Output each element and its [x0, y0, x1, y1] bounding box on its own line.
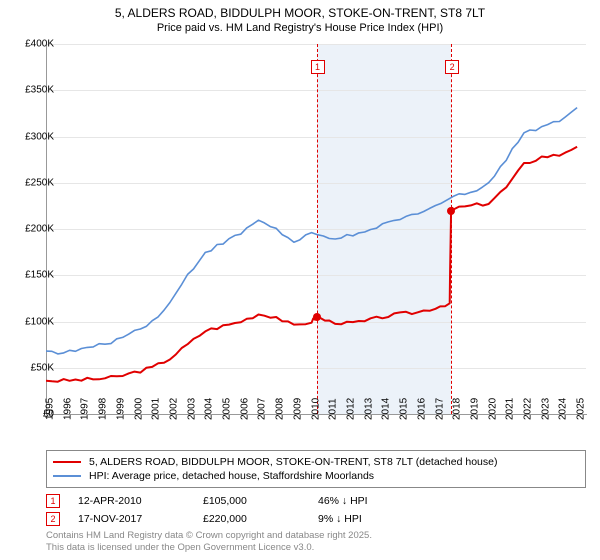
legend-row-property: 5, ALDERS ROAD, BIDDULPH MOOR, STOKE-ON-… [53, 455, 579, 469]
x-axis-label: 1998 [98, 398, 109, 420]
transaction-delta: 46% ↓ HPI [318, 495, 458, 507]
transaction-price: £105,000 [203, 495, 318, 507]
transaction-delta: 9% ↓ HPI [318, 513, 458, 525]
legend-swatch-hpi [53, 475, 81, 477]
footer-line1: Contains HM Land Registry data © Crown c… [46, 530, 372, 542]
x-axis-label: 2009 [292, 398, 303, 420]
x-axis-label: 2025 [576, 398, 587, 420]
x-axis-label: 1995 [45, 398, 56, 420]
x-axis-label: 2021 [505, 398, 516, 420]
line-plot [46, 44, 586, 414]
x-axis-label: 2005 [222, 398, 233, 420]
footer-line2: This data is licensed under the Open Gov… [46, 542, 372, 554]
x-axis-label: 2010 [310, 398, 321, 420]
legend-row-hpi: HPI: Average price, detached house, Staf… [53, 469, 579, 483]
x-axis-label: 2020 [487, 398, 498, 420]
x-axis-label: 2023 [540, 398, 551, 420]
x-axis-label: 2011 [328, 398, 339, 420]
x-axis-label: 2016 [416, 398, 427, 420]
transaction-row: 1 12-APR-2010 £105,000 46% ↓ HPI [46, 492, 586, 510]
event-marker-1: 1 [311, 60, 325, 74]
x-axis-label: 1996 [62, 398, 73, 420]
x-axis-label: 2004 [204, 398, 215, 420]
highlight-point [313, 313, 321, 321]
x-axis-label: 2003 [186, 398, 197, 420]
series-line-property [46, 147, 577, 382]
legend-swatch-property [53, 461, 81, 463]
y-axis-label: £100K [25, 316, 54, 327]
y-axis-label: £400K [25, 39, 54, 50]
transaction-marker-icon: 1 [46, 494, 60, 508]
legend: 5, ALDERS ROAD, BIDDULPH MOOR, STOKE-ON-… [46, 450, 586, 488]
event-marker-2: 2 [445, 60, 459, 74]
x-axis-label: 2014 [381, 398, 392, 420]
y-axis-label: £250K [25, 177, 54, 188]
highlight-point [447, 207, 455, 215]
x-axis-label: 2017 [434, 398, 445, 420]
y-axis-label: £200K [25, 224, 54, 235]
transaction-price: £220,000 [203, 513, 318, 525]
x-axis-label: 2024 [558, 398, 569, 420]
y-axis-label: £50K [31, 362, 54, 373]
chart-subtitle: Price paid vs. HM Land Registry's House … [0, 20, 600, 34]
y-axis-label: £150K [25, 270, 54, 281]
x-axis-label: 2019 [469, 398, 480, 420]
legend-label-hpi: HPI: Average price, detached house, Staf… [89, 470, 374, 482]
x-axis-label: 2013 [363, 398, 374, 420]
y-axis-label: £300K [25, 131, 54, 142]
x-axis-label: 2001 [151, 398, 162, 420]
chart-area: 12 [46, 44, 586, 414]
x-axis-label: 2015 [399, 398, 410, 420]
footer: Contains HM Land Registry data © Crown c… [46, 530, 372, 554]
x-axis-label: 2006 [239, 398, 250, 420]
x-axis-label: 2022 [523, 398, 534, 420]
transaction-marker-icon: 2 [46, 512, 60, 526]
transaction-date: 12-APR-2010 [78, 495, 203, 507]
x-axis-label: 1999 [115, 398, 126, 420]
x-axis-label: 2018 [452, 398, 463, 420]
legend-label-property: 5, ALDERS ROAD, BIDDULPH MOOR, STOKE-ON-… [89, 456, 497, 468]
transactions-table: 1 12-APR-2010 £105,000 46% ↓ HPI 2 17-NO… [46, 492, 586, 528]
y-axis-label: £350K [25, 85, 54, 96]
x-axis-label: 2002 [168, 398, 179, 420]
chart-title: 5, ALDERS ROAD, BIDDULPH MOOR, STOKE-ON-… [0, 0, 600, 20]
x-axis-label: 2007 [257, 398, 268, 420]
x-axis-label: 2008 [275, 398, 286, 420]
transaction-date: 17-NOV-2017 [78, 513, 203, 525]
transaction-row: 2 17-NOV-2017 £220,000 9% ↓ HPI [46, 510, 586, 528]
x-axis-label: 1997 [80, 398, 91, 420]
x-axis-label: 2012 [345, 398, 356, 420]
x-axis-label: 2000 [133, 398, 144, 420]
